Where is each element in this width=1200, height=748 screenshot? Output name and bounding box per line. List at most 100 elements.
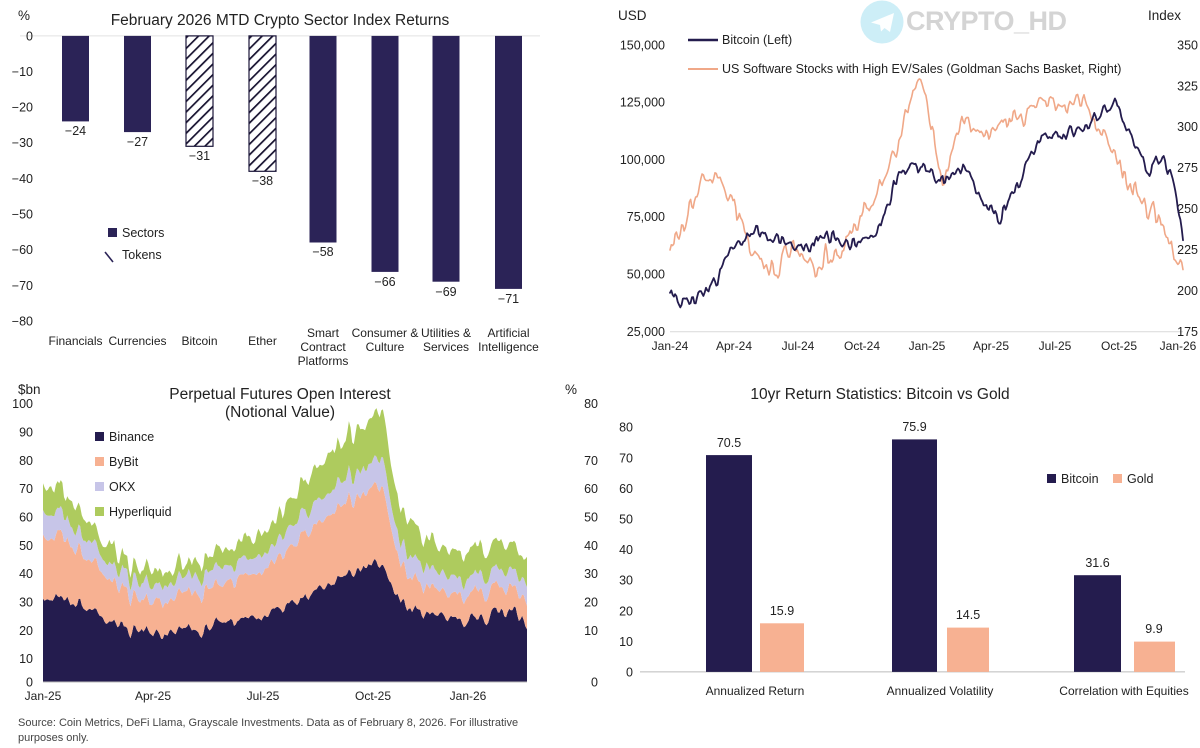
svg-text:Oct-25: Oct-25 [1101,339,1137,353]
svg-text:Ether: Ether [248,334,277,348]
svg-text:50: 50 [619,513,633,527]
svg-text:70: 70 [619,451,633,465]
svg-text:75,000: 75,000 [627,210,665,224]
svg-text:Bitcoin: Bitcoin [181,334,217,348]
svg-text:−24: −24 [65,124,86,138]
svg-text:Jan-26: Jan-26 [450,689,487,703]
svg-text:CRYPTO_HD: CRYPTO_HD [906,6,1067,36]
svg-text:Jan-25: Jan-25 [25,689,62,703]
svg-text:Bitcoin: Bitcoin [1061,472,1099,486]
svg-text:275: 275 [1177,161,1198,175]
svg-text:−60: −60 [12,243,33,257]
svg-text:60: 60 [584,482,598,496]
svg-text:US Software Stocks with High E: US Software Stocks with High EV/Sales (G… [722,62,1121,76]
svg-text:Contract: Contract [300,340,346,354]
svg-text:−80: −80 [12,315,33,329]
svg-text:9.9: 9.9 [1145,622,1162,636]
svg-text:250: 250 [1177,202,1198,216]
svg-text:50: 50 [584,511,598,525]
svg-text:60: 60 [19,511,33,525]
svg-text:20: 20 [619,604,633,618]
svg-text:50: 50 [19,539,33,553]
svg-text:−10: −10 [12,65,33,79]
svg-text:Culture: Culture [366,340,405,354]
svg-text:−20: −20 [12,101,33,115]
svg-text:Jan-25: Jan-25 [909,339,946,353]
svg-text:0: 0 [626,665,633,679]
svg-text:15.9: 15.9 [770,604,794,618]
svg-text:100: 100 [12,397,33,411]
svg-text:150,000: 150,000 [620,38,665,52]
svg-text:Financials: Financials [48,334,102,348]
svg-text:300: 300 [1177,120,1198,134]
svg-text:Services: Services [423,340,469,354]
svg-text:0: 0 [26,30,33,44]
svg-text:10: 10 [584,624,598,638]
svg-text:Apr-25: Apr-25 [973,339,1009,353]
svg-text:80: 80 [619,421,633,435]
svg-text:75.9: 75.9 [902,420,926,434]
svg-text:−71: −71 [498,292,519,306]
svg-text:70: 70 [19,482,33,496]
svg-text:40: 40 [619,543,633,557]
svg-text:Oct-25: Oct-25 [355,689,391,703]
svg-text:Consumer &: Consumer & [352,326,419,340]
svg-text:100,000: 100,000 [620,153,665,167]
svg-text:200: 200 [1177,284,1198,298]
svg-text:10: 10 [619,635,633,649]
svg-text:Apr-25: Apr-25 [135,689,171,703]
svg-text:Annualized Return: Annualized Return [706,684,805,698]
svg-text:10: 10 [19,652,33,666]
svg-text:60: 60 [619,482,633,496]
svg-text:Jan-26: Jan-26 [1160,339,1197,353]
svg-text:Sectors: Sectors [122,226,164,240]
svg-text:40: 40 [584,539,598,553]
svg-text:225: 225 [1177,243,1198,257]
svg-text:−40: −40 [12,172,33,186]
svg-text:Annualized Volatility: Annualized Volatility [887,684,994,698]
svg-text:Platforms: Platforms [298,354,349,368]
svg-text:350: 350 [1177,38,1198,52]
svg-text:−69: −69 [435,285,456,299]
svg-text:Artificial: Artificial [487,326,529,340]
svg-text:−31: −31 [189,149,210,163]
svg-text:0: 0 [26,676,33,690]
svg-text:Hyperliquid: Hyperliquid [109,505,172,519]
svg-text:14.5: 14.5 [956,608,980,622]
svg-text:30: 30 [619,574,633,588]
svg-text:Gold: Gold [1127,472,1153,486]
svg-text:125,000: 125,000 [620,96,665,110]
svg-text:31.6: 31.6 [1085,556,1109,570]
svg-text:−50: −50 [12,208,33,222]
svg-text:325: 325 [1177,79,1198,93]
svg-text:−58: −58 [312,245,333,259]
svg-text:OKX: OKX [109,480,136,494]
svg-text:−70: −70 [12,279,33,293]
svg-text:Utilities &: Utilities & [421,326,471,340]
svg-text:0: 0 [591,676,598,690]
svg-text:70: 70 [584,454,598,468]
svg-text:80: 80 [19,454,33,468]
svg-text:30: 30 [584,567,598,581]
svg-text:−30: −30 [12,136,33,150]
svg-text:25,000: 25,000 [627,325,665,339]
svg-text:Apr-24: Apr-24 [716,339,752,353]
svg-text:20: 20 [19,624,33,638]
svg-text:Jul-24: Jul-24 [782,339,815,353]
svg-text:175: 175 [1177,325,1198,339]
svg-text:Intelligence: Intelligence [478,340,539,354]
svg-text:−66: −66 [374,275,395,289]
svg-text:Jul-25: Jul-25 [247,689,280,703]
svg-text:ByBit: ByBit [109,455,139,469]
svg-text:40: 40 [19,567,33,581]
svg-text:Jan-24: Jan-24 [652,339,689,353]
svg-text:−27: −27 [127,135,148,149]
svg-text:50,000: 50,000 [627,268,665,282]
svg-text:Jul-25: Jul-25 [1039,339,1072,353]
svg-text:80: 80 [584,397,598,411]
svg-text:Smart: Smart [307,326,340,340]
svg-text:30: 30 [19,596,33,610]
svg-text:Bitcoin (Left): Bitcoin (Left) [722,33,792,47]
svg-text:Correlation with Equities: Correlation with Equities [1059,684,1188,698]
svg-text:−38: −38 [252,174,273,188]
